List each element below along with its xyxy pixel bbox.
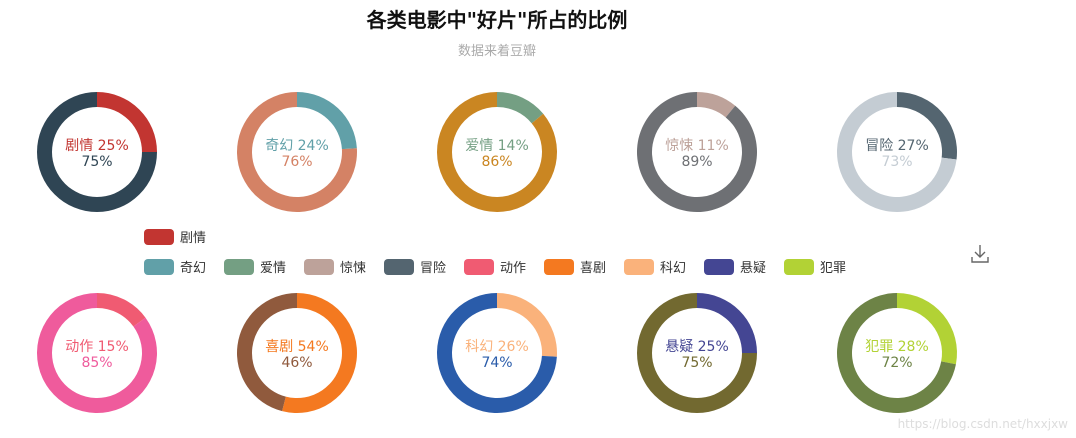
donut-惊悚: 惊悚 11%89% xyxy=(636,92,757,212)
donut-爱情: 爱情 14%86% xyxy=(437,92,557,212)
donut-奇幻: 奇幻 24%76% xyxy=(237,92,357,213)
donut-slice-剧情[interactable] xyxy=(97,92,157,152)
watermark: https://blog.csdn.net/hxxjxw xyxy=(898,417,1069,431)
donut-charts: 剧情 25%75%奇幻 24%76%爱情 14%86%惊悚 11%89%冒险 2… xyxy=(37,92,958,414)
donut-rest-label: 86% xyxy=(481,154,512,170)
donut-悬疑: 悬疑 25%75% xyxy=(637,293,757,413)
legend-item-犯罪[interactable]: 犯罪 xyxy=(784,259,846,276)
donut-label: 冒险 27% xyxy=(865,138,929,154)
legend-label: 悬疑 xyxy=(740,260,766,276)
donut-slice-动作[interactable] xyxy=(97,293,146,327)
donut-slice-科幻[interactable] xyxy=(497,293,557,357)
donut-rest-label: 46% xyxy=(281,355,312,371)
legend-swatch xyxy=(704,259,734,275)
donut-label: 喜剧 54% xyxy=(265,339,329,355)
donut-rest-label: 89% xyxy=(681,154,712,170)
chart-subtitle: 数据来着豆瓣 xyxy=(458,43,536,59)
donut-rest-label: 85% xyxy=(81,355,112,371)
legend-label: 奇幻 xyxy=(180,260,206,276)
donut-科幻: 科幻 26%74% xyxy=(437,293,557,414)
donut-slice-rest[interactable] xyxy=(237,293,297,412)
download-icon[interactable] xyxy=(969,243,991,265)
donut-动作: 动作 15%85% xyxy=(37,293,158,414)
chart-title: 各类电影中"好片"所占的比例 xyxy=(366,8,628,32)
legend-item-奇幻[interactable]: 奇幻 xyxy=(144,259,206,276)
donut-slice-犯罪[interactable] xyxy=(897,293,958,365)
legend-label: 科幻 xyxy=(660,261,686,276)
donut-冒险: 冒险 27%73% xyxy=(837,92,957,212)
donut-rest-label: 74% xyxy=(481,355,512,371)
donut-rest-label: 76% xyxy=(281,154,312,170)
legend-swatch xyxy=(464,259,494,275)
legend-item-剧情[interactable]: 剧情 xyxy=(144,229,206,246)
legend-item-冒险[interactable]: 冒险 xyxy=(384,259,446,276)
donut-label: 奇幻 24% xyxy=(265,137,329,154)
donut-label: 动作 15% xyxy=(65,339,129,355)
legend-item-惊悚[interactable]: 惊悚 xyxy=(304,259,366,276)
donut-rest-label: 75% xyxy=(681,355,712,371)
legend-label: 惊悚 xyxy=(340,261,366,276)
legend-swatch xyxy=(624,259,654,275)
donut-label: 科幻 26% xyxy=(465,339,529,355)
legend-swatch xyxy=(304,259,334,275)
legend-label: 喜剧 xyxy=(580,261,606,276)
donut-slice-冒险[interactable] xyxy=(897,92,957,160)
donut-slice-喜剧[interactable] xyxy=(282,293,358,413)
legend-label: 剧情 xyxy=(180,231,206,246)
legend-item-喜剧[interactable]: 喜剧 xyxy=(544,259,606,276)
donut-label: 惊悚 11% xyxy=(665,138,729,154)
legend-item-科幻[interactable]: 科幻 xyxy=(624,259,686,276)
donut-label: 悬疑 25% xyxy=(665,339,729,355)
donut-rest-label: 75% xyxy=(81,154,112,170)
legend-item-动作[interactable]: 动作 xyxy=(464,259,526,276)
donut-label: 剧情 25% xyxy=(65,138,129,154)
legend-swatch xyxy=(784,259,814,275)
donut-rest-label: 72% xyxy=(881,355,912,371)
legend-label: 爱情 xyxy=(260,261,286,276)
donut-slice-奇幻[interactable] xyxy=(297,92,357,150)
legend-swatch xyxy=(384,259,414,275)
donut-犯罪: 犯罪 28%72% xyxy=(837,293,958,413)
donut-rest-label: 73% xyxy=(881,154,912,170)
legend-label: 冒险 xyxy=(420,261,446,276)
donut-slice-惊悚[interactable] xyxy=(697,92,736,118)
donut-label: 犯罪 28% xyxy=(865,339,929,355)
legend-swatch xyxy=(224,259,254,275)
legend-item-悬疑[interactable]: 悬疑 xyxy=(704,259,766,276)
legend-item-爱情[interactable]: 爱情 xyxy=(224,259,286,276)
legend-swatch xyxy=(144,229,174,245)
legend-label: 犯罪 xyxy=(820,261,846,276)
donut-slice-爱情[interactable] xyxy=(497,92,544,124)
legend-swatch xyxy=(544,259,574,275)
legend-label: 动作 xyxy=(500,261,526,276)
legend-swatch xyxy=(144,259,174,275)
donut-剧情: 剧情 25%75% xyxy=(37,92,157,212)
donut-slice-悬疑[interactable] xyxy=(697,293,757,353)
donut-喜剧: 喜剧 54%46% xyxy=(237,293,358,413)
donut-label: 爱情 14% xyxy=(465,138,529,154)
